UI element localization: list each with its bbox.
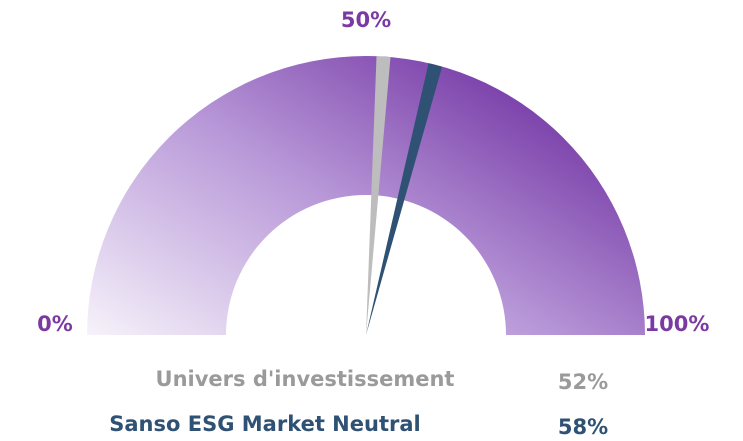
legend-name: Sanso ESG Market Neutral bbox=[109, 412, 420, 436]
gauge-band bbox=[87, 56, 645, 335]
legend-value: 52% bbox=[558, 370, 608, 394]
tick-label: 100% bbox=[645, 312, 710, 336]
legend-value: 58% bbox=[558, 415, 608, 439]
needle bbox=[366, 63, 443, 336]
tick-label: 50% bbox=[341, 8, 391, 32]
tick-label: 0% bbox=[37, 312, 73, 336]
legend-name: Univers d'investissement bbox=[156, 367, 455, 391]
needle bbox=[366, 56, 391, 335]
